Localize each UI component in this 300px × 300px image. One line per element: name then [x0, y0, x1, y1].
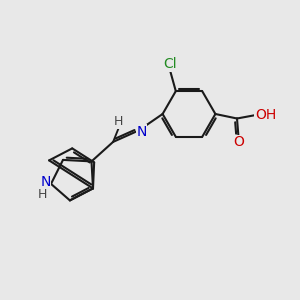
- Text: N: N: [136, 125, 147, 139]
- Text: OH: OH: [255, 108, 276, 122]
- Text: H: H: [114, 115, 123, 128]
- Text: Cl: Cl: [164, 57, 177, 71]
- Text: O: O: [233, 136, 244, 149]
- Text: N: N: [40, 176, 51, 189]
- Text: H: H: [38, 188, 47, 201]
